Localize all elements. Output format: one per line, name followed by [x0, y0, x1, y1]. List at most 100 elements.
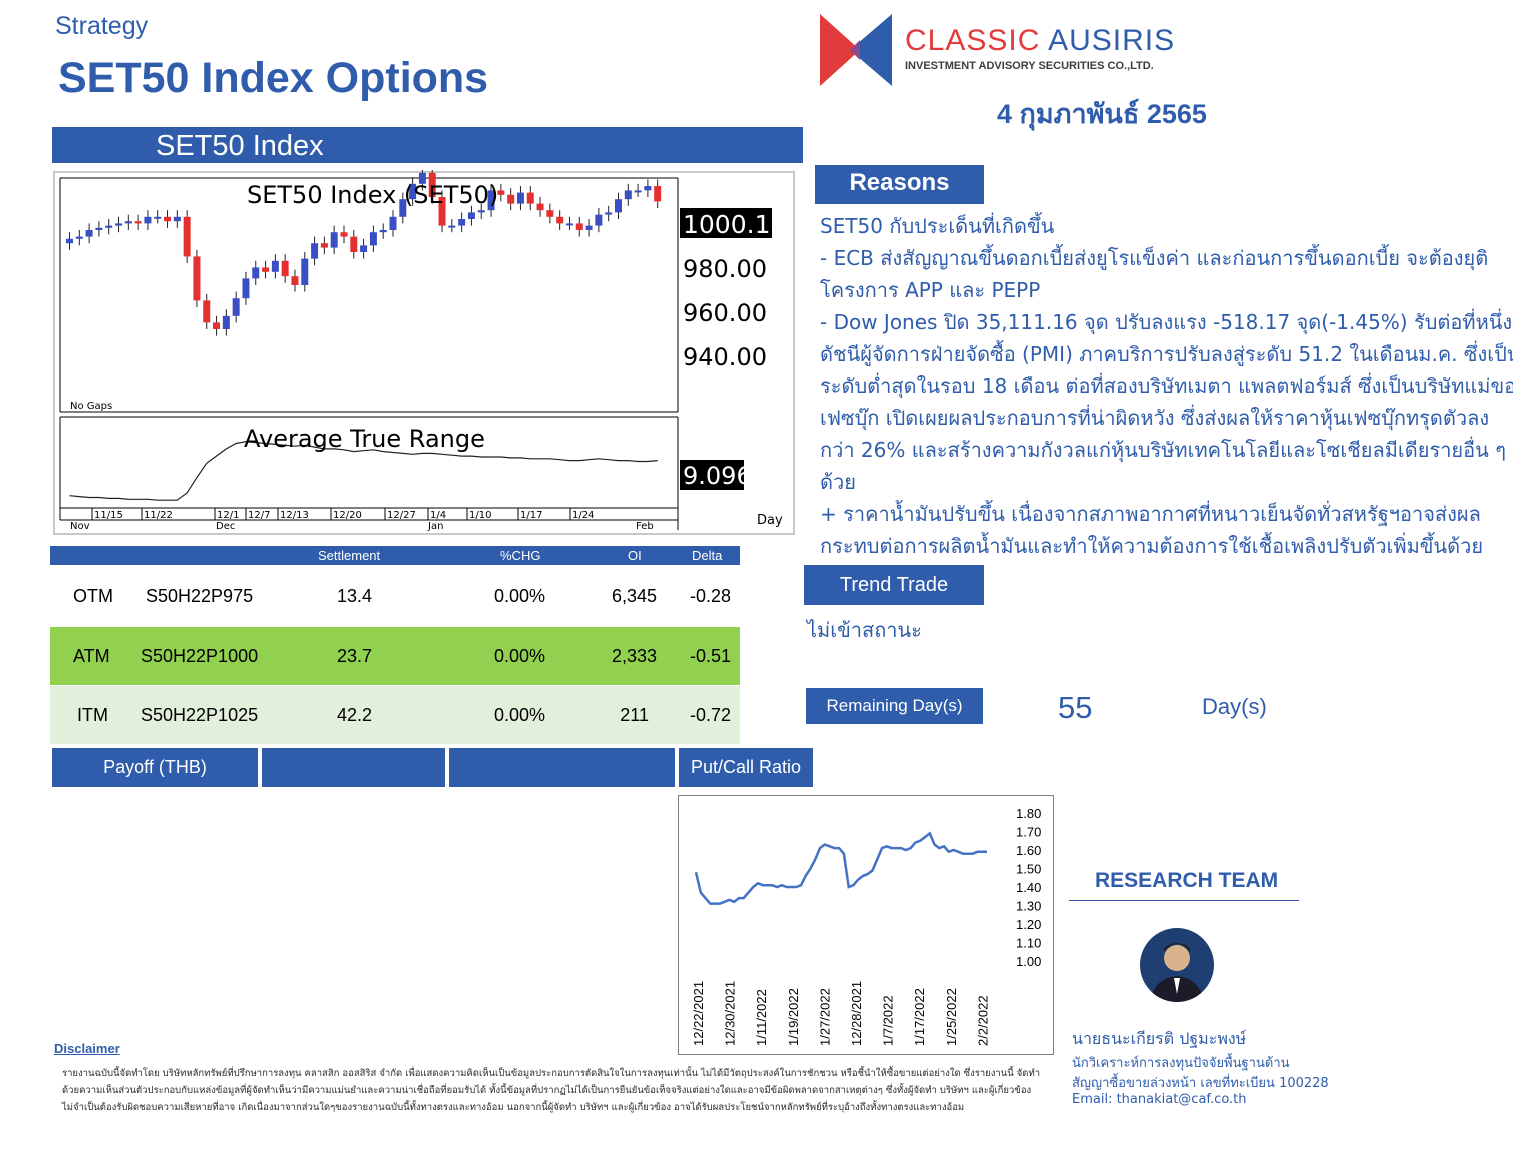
remaining-days-unit: Day(s) [1202, 694, 1267, 719]
candle-body [585, 225, 593, 230]
x-tick-label: 1/27/2022 [817, 988, 832, 1046]
price-tick: 940.00 [683, 343, 767, 371]
x-tick-label: 1/19/2022 [786, 988, 801, 1046]
y-tick-label: 1.40 [1016, 880, 1041, 895]
candle-body [438, 197, 446, 226]
candle-body [428, 172, 436, 197]
candle-body [271, 260, 279, 272]
candle-body [448, 225, 456, 228]
row-settlement: 13.4 [337, 586, 373, 606]
date-tick-label: 12/27 [387, 510, 416, 521]
reason-line: + ราคาน้ำมันปรับขึ้น เนื่องจากสภาพอากาศท… [820, 502, 1481, 526]
candle-body [340, 232, 348, 237]
price-tick: 960.00 [683, 299, 767, 327]
row-delta: -0.28 [689, 586, 731, 606]
table-row: ATM S50H22P1000 23.7 0.00% 2,333 -0.51 [50, 627, 740, 685]
x-tick-label: 1/25/2022 [944, 988, 959, 1046]
candle-body [575, 223, 583, 230]
reason-line: ด้วย [820, 470, 856, 494]
candle-body [222, 315, 230, 329]
page-title: SET50 Index Options [58, 54, 489, 102]
candle-body [418, 172, 426, 184]
y-tick-label: 1.00 [1016, 954, 1041, 969]
analyst-avatar [1140, 928, 1214, 1002]
candle-body [350, 236, 358, 252]
candle-body [154, 216, 162, 219]
disclaimer-text: ไม่จำเป็นต้องรับผิดชอบความเสียหายที่อาจ … [62, 1102, 965, 1113]
price-chart-title: SET50 Index (SET50) [247, 181, 498, 209]
y-tick-label: 1.80 [1016, 806, 1041, 821]
candle-body [526, 192, 534, 204]
no-gaps-label: No Gaps [70, 401, 112, 412]
row-oi: 6,345 [611, 586, 657, 606]
candlestick-chart: SET50 Index (SET50) No Gaps 1000.18 980.… [53, 166, 795, 535]
row-chg: 0.00% [494, 586, 546, 606]
disclaimer-title: Disclaimer [54, 1041, 120, 1056]
row-type: OTM [73, 586, 113, 606]
candle-body [105, 225, 113, 228]
candle-body [124, 221, 132, 224]
x-tick-label: 1/7/2022 [881, 995, 896, 1046]
header-chg: %CHG [500, 548, 541, 563]
x-tick-label: 12/22/2021 [691, 981, 706, 1046]
date-axis: 11/15 11/22 12/1 12/7 12/13 12/20 12/27 1/4 1/10… [70, 508, 654, 532]
reason-line: โครงการ APP และ PEPP [820, 278, 1041, 302]
reason-line: กว่า 26% และสร้างความกังวลแก่หุ้นบริษัทเ… [820, 438, 1513, 462]
period-label: Day [757, 513, 783, 528]
research-team-title: RESEARCH TEAM [1095, 869, 1279, 892]
payoff-header: Payoff (THB) [52, 748, 258, 787]
put-call-ratio-chart: 1.80 1.70 1.60 1.50 1.40 1.30 1.20 1.10 1.00 12/… [678, 795, 1054, 1055]
analyst-email[interactable]: Email: thanakiat@caf.co.th [1072, 1092, 1247, 1107]
date-tick-label: 12/20 [333, 510, 362, 521]
date-tick-label: 1/10 [469, 510, 491, 521]
candle-body [654, 186, 662, 202]
atr-value-label: 9.096 [683, 462, 752, 490]
reason-line: กระทบต่อการผลิตน้ำมันและทำให้ความต้องการ… [820, 534, 1484, 558]
company-logo-icon [820, 14, 892, 86]
divider [1069, 900, 1299, 901]
month-tick-label: Jan [427, 521, 443, 532]
candle-body [614, 199, 622, 213]
company-subtitle: INVESTMENT ADVISORY SECURITIES CO.,LTD. [905, 60, 1154, 72]
candle-body [320, 243, 328, 248]
put-call-series-line [694, 831, 987, 905]
company-name: CLASSIC AUSIRIS [905, 24, 1176, 57]
candle-body [399, 199, 407, 217]
remaining-days-value: 55 [1058, 690, 1093, 725]
row-series: S50H22P975 [146, 586, 254, 606]
month-tick-label: Feb [636, 521, 654, 532]
candle-body [634, 190, 642, 193]
candle-body [173, 216, 181, 222]
header-oi: OI [628, 548, 642, 563]
row-series: S50H22P1025 [141, 705, 259, 725]
table-row: OTM S50H22P975 13.4 0.00% 6,345 -0.28 [50, 567, 740, 625]
x-axis: 12/22/2021 12/30/2021 1/11/2022 1/19/2022 1/… [691, 981, 990, 1046]
row-settlement: 42.2 [337, 705, 373, 725]
month-tick-label: Nov [70, 521, 90, 532]
date-tick-label: 1/4 [430, 510, 446, 521]
candle-body [281, 260, 289, 277]
reason-line: - Dow Jones ปิด 35,111.16 จุด ปรับลงแรง … [820, 310, 1513, 334]
candle-body [644, 186, 652, 191]
month-tick-label: Dec [216, 521, 235, 532]
candle-body [252, 267, 260, 279]
reason-line: ดัชนีผู้จัดการฝ่ายจัดซื้อ (PMI) ภาคบริกา… [820, 342, 1513, 366]
reason-line: ระดับต่ำสุดในรอบ 18 เดือน ต่อที่สองบริษั… [820, 374, 1513, 398]
table-row: ITM S50H22P1025 42.2 0.00% 211 -0.72 [50, 686, 740, 744]
candle-body [95, 227, 103, 230]
y-tick-label: 1.10 [1016, 936, 1041, 951]
options-table-header: Settlement %CHG OI Delta [50, 546, 740, 565]
y-axis: 1.80 1.70 1.60 1.50 1.40 1.30 1.20 1.10 1.00 [1016, 806, 1041, 969]
candle-body [311, 243, 319, 259]
x-tick-label: 2/2/2022 [975, 995, 990, 1046]
date-tick-label: 12/13 [280, 510, 309, 521]
candle-body [516, 192, 524, 204]
candle-body [565, 223, 573, 226]
put-call-line-chart: 1.80 1.70 1.60 1.50 1.40 1.30 1.20 1.10 1.00 12/… [691, 806, 1041, 1046]
candle-body [546, 210, 554, 217]
candle-group [66, 166, 662, 336]
disclaimer-text: ด้วยความเห็นส่วนตัวประกอบกับแหล่งข้อมูลท… [62, 1085, 1032, 1096]
candle-body [389, 216, 397, 230]
x-tick-label: 12/28/2021 [849, 981, 864, 1046]
trend-trade-value: ไม่เข้าสถานะ [807, 618, 922, 642]
